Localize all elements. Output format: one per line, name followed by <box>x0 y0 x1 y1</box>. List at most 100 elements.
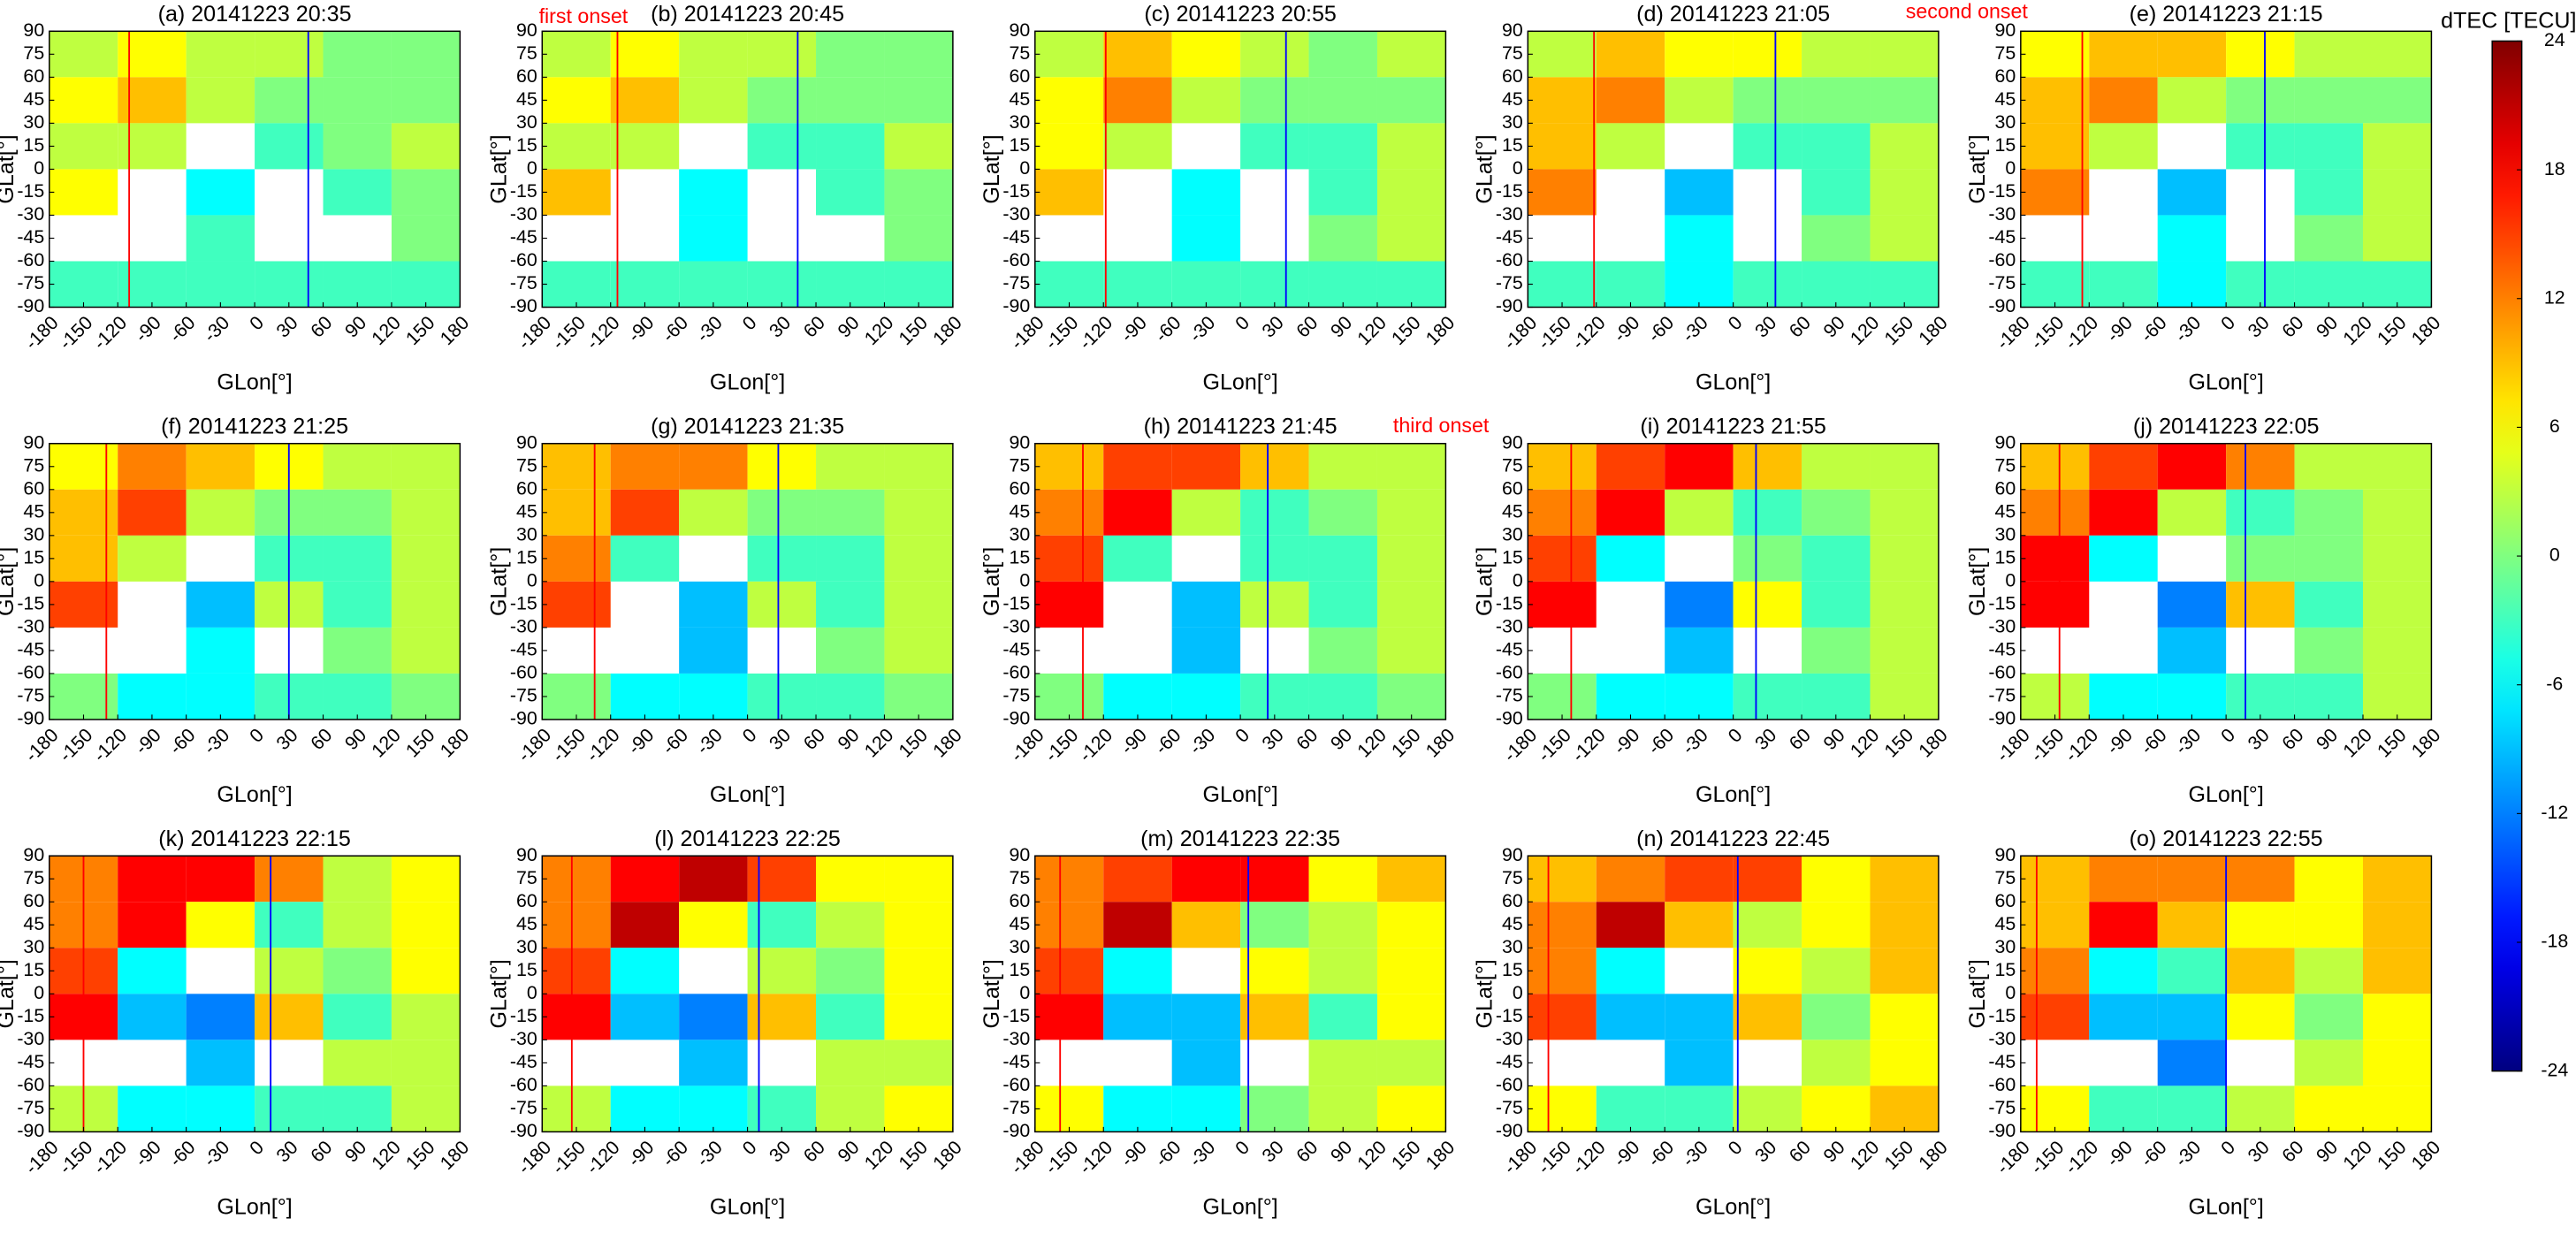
y-tick-label: -15 <box>510 180 537 202</box>
dtec-cell <box>542 535 611 582</box>
dtec-cell <box>816 169 885 216</box>
x-tick-label: -60 <box>1151 312 1185 347</box>
y-tick-label: 30 <box>1009 111 1030 133</box>
y-tick-label: -90 <box>1496 295 1523 316</box>
y-tick-label: -75 <box>1002 685 1030 706</box>
dtec-cell <box>2157 31 2227 78</box>
dtec-cell <box>884 261 953 308</box>
y-tick-label: 0 <box>527 982 537 1003</box>
dtec-cell <box>2363 1040 2432 1086</box>
y-tick-label: -90 <box>1002 295 1030 316</box>
dtec-cell <box>1034 169 1104 216</box>
x-tick-label: 0 <box>2217 724 2239 746</box>
dtec-cell <box>747 123 817 170</box>
dtec-cell <box>816 673 885 720</box>
dtec-cell <box>884 489 953 536</box>
y-tick-label: 90 <box>1502 844 1523 865</box>
dtec-cell <box>186 261 255 308</box>
dtec-cell <box>1802 994 1871 1040</box>
y-tick-label: -30 <box>1988 616 2016 637</box>
dtec-cell <box>1528 489 1597 536</box>
dtec-cell <box>884 535 953 582</box>
x-tick-label: 180 <box>1915 1137 1952 1174</box>
dtec-cell <box>1665 443 1734 490</box>
dtec-cell <box>816 443 885 490</box>
dtec-cell <box>1870 856 1939 903</box>
dtec-cell <box>1376 123 1446 170</box>
dtec-cell <box>2157 489 2227 536</box>
dtec-cell <box>884 1085 953 1132</box>
x-tick-label: -90 <box>1117 1137 1151 1171</box>
y-tick-label: -45 <box>17 639 44 660</box>
dtec-cell <box>1870 948 1939 994</box>
x-tick-label: -90 <box>1610 312 1644 347</box>
y-tick-label: -30 <box>1002 616 1030 637</box>
x-tick-label: -180 <box>1993 1137 2034 1178</box>
x-tick-label: 180 <box>1421 312 1459 349</box>
x-axis-label: GLon[°] <box>1696 369 1771 394</box>
dtec-cell <box>1103 31 1172 78</box>
dtec-cell <box>542 169 611 216</box>
dtec-cell <box>323 902 392 948</box>
y-tick-label: 90 <box>1994 19 2016 41</box>
y-tick-label: 0 <box>1513 157 1523 179</box>
dtec-cell <box>1308 77 1377 124</box>
dtec-cell <box>884 581 953 628</box>
y-tick-label: 75 <box>1009 42 1030 64</box>
dtec-cell <box>186 1085 255 1132</box>
dtec-cell <box>2157 673 2227 720</box>
x-tick-label: -30 <box>1185 724 1220 758</box>
dtec-cell <box>2363 902 2432 948</box>
x-tick-label: -150 <box>55 312 96 354</box>
dtec-cell <box>679 215 748 262</box>
dtec-cell <box>1733 994 1802 1040</box>
dtec-cell <box>1733 856 1802 903</box>
x-tick-label: -150 <box>2026 724 2068 766</box>
x-tick-label: -180 <box>514 312 555 354</box>
panel: -180-150-120 -90 -60 -30 0 30 60 90120150180-90… <box>1472 415 1952 807</box>
dtec-cell <box>1308 31 1377 78</box>
x-tick-label: -120 <box>89 312 131 354</box>
dtec-cell <box>1103 948 1172 994</box>
panel-title: (a) 20141223 20:35 <box>158 2 352 27</box>
y-tick-label: 75 <box>1009 454 1030 476</box>
x-tick-label: 180 <box>2407 1137 2444 1174</box>
y-tick-label: 60 <box>1994 65 2016 87</box>
y-axis-label: GLat[°] <box>0 134 19 203</box>
x-tick-label: -60 <box>658 1137 692 1171</box>
dtec-cell <box>1802 261 1871 308</box>
dtec-cell <box>1240 948 1309 994</box>
y-axis-label: GLat[°] <box>979 547 1004 616</box>
dtec-cell <box>1596 535 1665 582</box>
x-tick-label: 120 <box>860 724 897 761</box>
y-tick-label: -60 <box>17 249 44 270</box>
panel: -180-150-120 -90 -60 -30 0 30 60 90120150180-90… <box>1965 826 2445 1219</box>
y-tick-label: 60 <box>1009 65 1030 87</box>
dtec-cell <box>2020 31 2090 78</box>
y-tick-label: -60 <box>510 249 537 270</box>
dtec-cell <box>679 1085 748 1132</box>
dtec-cell <box>1870 489 1939 536</box>
dtec-cell <box>610 443 680 490</box>
dtec-cell <box>1596 443 1665 490</box>
y-tick-label: -45 <box>17 226 44 248</box>
panel: -180-150-120 -90 -60 -30 0 30 60 90120150180-90… <box>1472 826 1952 1219</box>
dtec-cell <box>2363 31 2432 78</box>
dtec-cell <box>1528 902 1597 948</box>
dtec-cell <box>679 261 748 308</box>
y-tick-label: 75 <box>1994 454 2016 476</box>
y-tick-label: -90 <box>1002 1120 1030 1141</box>
x-tick-label: 150 <box>1880 724 1917 761</box>
dtec-cell <box>2020 1085 2090 1132</box>
dtec-cell <box>1171 261 1241 308</box>
y-tick-label: -60 <box>1002 249 1030 270</box>
dtec-cell <box>542 581 611 628</box>
x-tick-label: -90 <box>2102 724 2137 758</box>
y-tick-label: -30 <box>17 1028 44 1049</box>
dtec-cell <box>610 489 680 536</box>
y-tick-label: -90 <box>1988 295 2016 316</box>
y-tick-label: -90 <box>1002 708 1030 729</box>
dtec-cell <box>323 1040 392 1086</box>
y-tick-label: -90 <box>510 1120 537 1141</box>
x-tick-label: -150 <box>2026 1137 2068 1178</box>
